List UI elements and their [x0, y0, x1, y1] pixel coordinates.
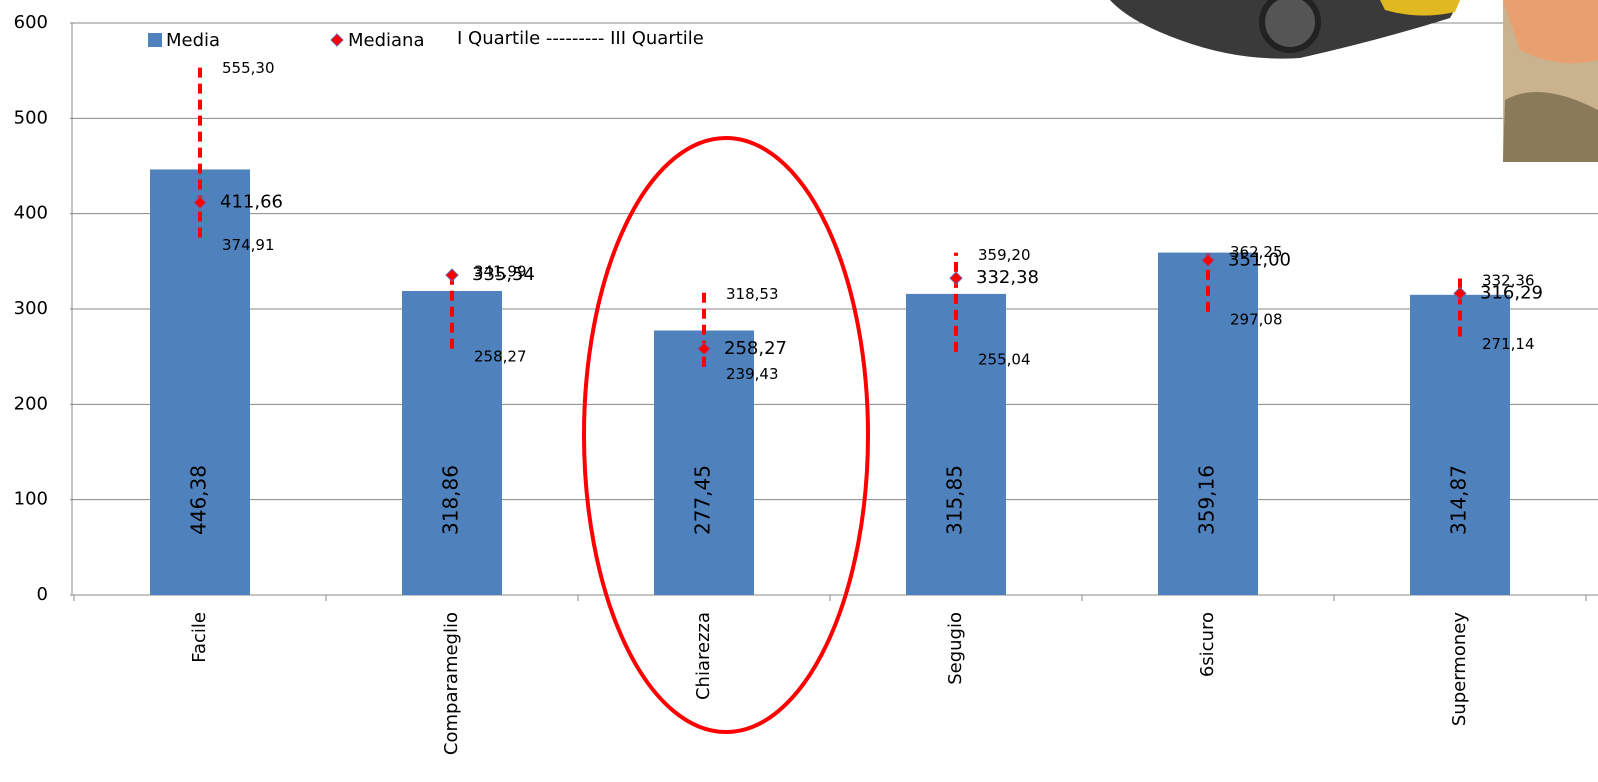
- x-tick-label: Chiarezza: [693, 612, 714, 700]
- median-marker: [949, 271, 963, 285]
- x-tick-label: Supermoney: [1449, 612, 1470, 726]
- median-label: 258,27: [724, 338, 787, 359]
- y-tick-label: 500: [14, 107, 48, 128]
- bar: [150, 169, 250, 596]
- bar: [654, 330, 754, 595]
- q1-label: 374,91: [222, 236, 275, 254]
- bar-value-label: 446,38: [187, 465, 211, 535]
- bar: [1410, 294, 1510, 595]
- median-marker: [697, 342, 711, 356]
- x-tick-label: Comparameglio: [441, 612, 462, 755]
- decor-image: [1110, 0, 1598, 162]
- q3-label: 362,25: [1230, 243, 1283, 261]
- q3-label: 341,99: [474, 262, 527, 280]
- legend-swatch: [330, 33, 344, 47]
- y-tick-label: 600: [14, 12, 48, 33]
- q3-label: 555,30: [222, 59, 275, 77]
- bar-value-label: 314,87: [1447, 465, 1471, 535]
- bar-value-label: 359,16: [1195, 465, 1219, 535]
- y-tick-label: 400: [14, 203, 48, 224]
- x-tick-label: Segugio: [945, 612, 966, 685]
- median-label: 316,29: [1480, 282, 1543, 303]
- q1-label: 297,08: [1230, 310, 1283, 328]
- grid: [70, 22, 1598, 601]
- x-tick-label: 6sicuro: [1197, 612, 1218, 677]
- median-marker: [1453, 286, 1467, 301]
- q1-label: 239,43: [726, 365, 779, 383]
- y-tick-label: 0: [37, 584, 48, 605]
- q1-label: 271,14: [1482, 335, 1535, 353]
- median-label: 335,54: [472, 264, 535, 285]
- y-tick-label: 300: [14, 298, 48, 319]
- y-tick-label: 100: [14, 489, 48, 510]
- median-label: 351,00: [1228, 249, 1291, 270]
- legend-swatch: [148, 33, 162, 47]
- bar: [402, 291, 502, 595]
- median-marker: [445, 268, 459, 282]
- highlight-ellipse: [582, 136, 870, 734]
- median-label: 411,66: [220, 192, 283, 213]
- legend-label: Mediana: [348, 30, 425, 51]
- median-marker: [1201, 253, 1215, 268]
- q3-label: 359,20: [978, 246, 1031, 264]
- bar: [906, 293, 1006, 595]
- y-tick-label: 200: [14, 393, 48, 414]
- x-tick-label: Facile: [189, 612, 210, 663]
- bar-value-label: 315,85: [943, 465, 967, 535]
- bar-value-label: 277,45: [691, 465, 715, 535]
- median-marker: [193, 195, 207, 210]
- q1-label: 258,27: [474, 347, 527, 365]
- median-label: 332,38: [976, 267, 1039, 288]
- q3-label: 318,53: [726, 285, 779, 303]
- legend-label: Media: [166, 30, 220, 51]
- q3-label: 332,36: [1482, 272, 1535, 290]
- legend-label: I Quartile --------- III Quartile: [457, 28, 704, 49]
- q1-label: 255,04: [978, 350, 1031, 368]
- bar-value-label: 318,86: [439, 465, 463, 535]
